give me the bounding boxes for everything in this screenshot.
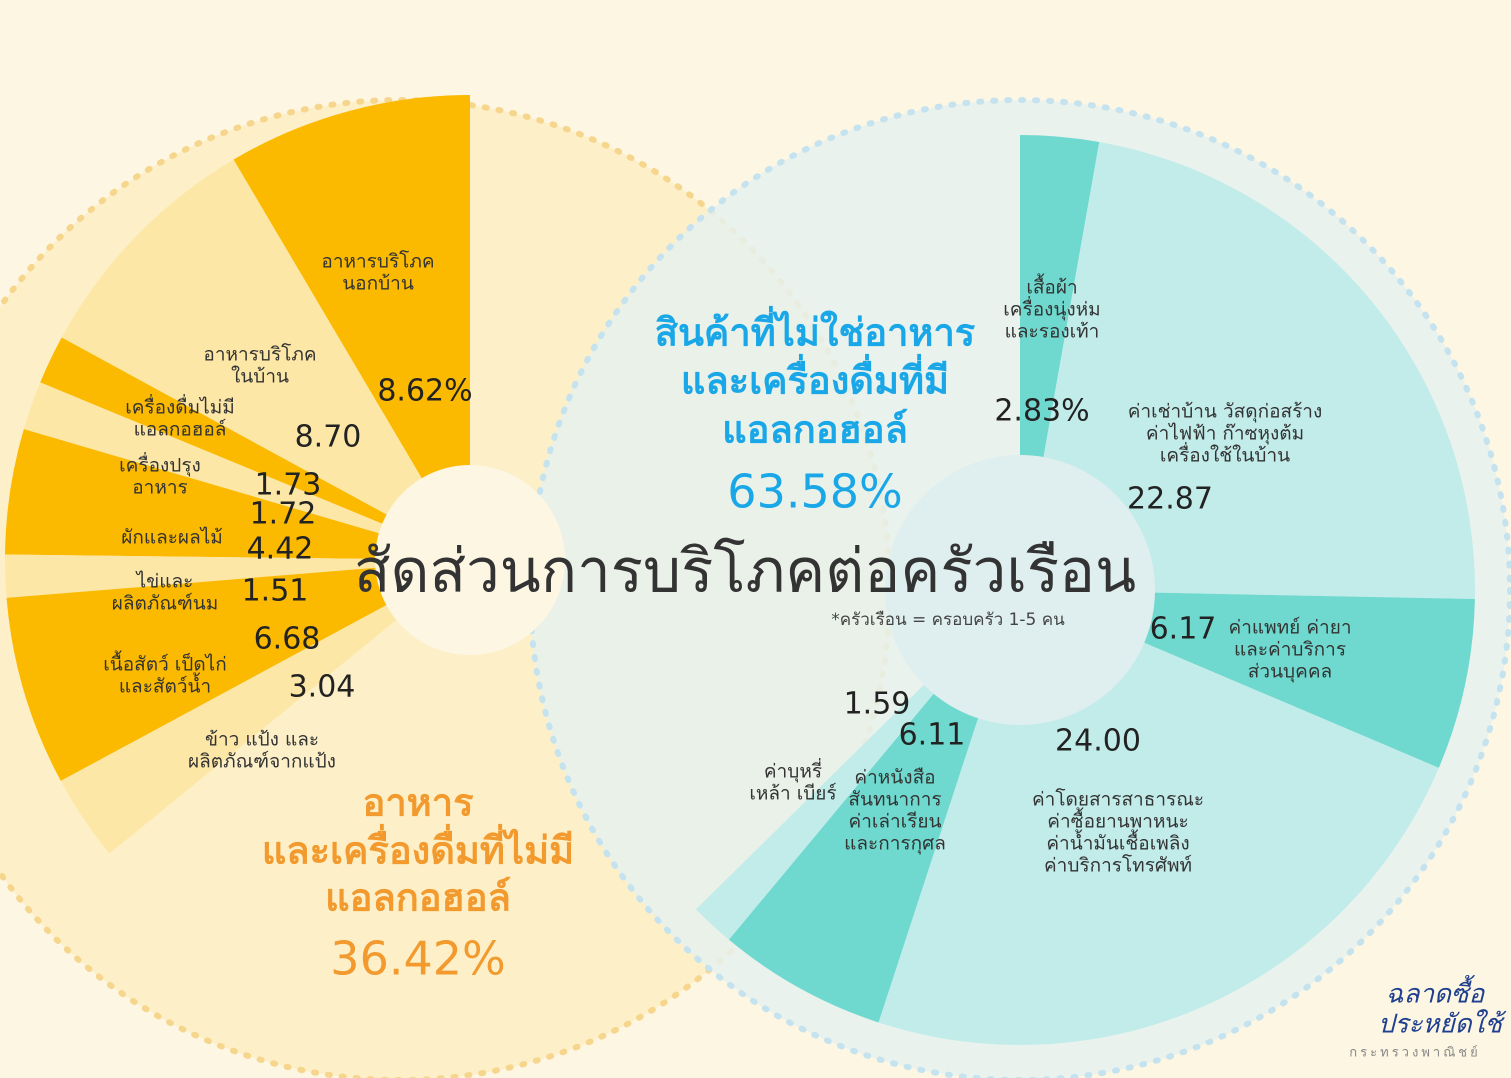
section-title: และเครื่องดื่มที่มี: [681, 354, 949, 403]
category-label: ไข่และ: [135, 571, 194, 593]
category-label: ส่วนบุคคล: [1248, 661, 1332, 684]
category-label: อาหาร: [132, 477, 187, 499]
category-label: นอกบ้าน: [342, 273, 414, 295]
value-label: 1.59: [844, 687, 911, 722]
value-label: 6.68: [254, 622, 321, 657]
category-label: และสัตว์น้ำ: [119, 673, 211, 698]
category-label: เนื้อสัตว์ เป็ดไก่: [103, 651, 227, 676]
section-title: แอลกอฮอล์: [325, 876, 511, 920]
value-label: 24.00: [1055, 724, 1141, 759]
section-title: และเครื่องดื่มที่ไม่มี: [262, 824, 574, 873]
category-label: แอลกอฮอล์: [134, 419, 227, 441]
section-title: อาหาร: [363, 781, 475, 825]
main-title: สัดส่วนการบริโภคต่อครัวเรือน: [354, 537, 1136, 607]
category-label: ข้าว แป้ง และ: [205, 729, 319, 751]
value-label: 8.62%: [377, 374, 472, 409]
category-label: และการกุศล: [844, 833, 946, 856]
section-title: แอลกอฮอล์: [722, 408, 908, 452]
category-label: ผักและผลไม้: [121, 527, 223, 549]
note: *ครัวเรือน = ครอบครัว 1-5 คน: [831, 610, 1065, 630]
value-label: 2.83%: [994, 394, 1089, 429]
category-label: อาหารบริโภค: [203, 343, 316, 366]
category-label: สันทนาการ: [848, 789, 941, 811]
logo-line: ฉลาดซื้อ: [1386, 975, 1486, 1010]
value-label: 6.11: [899, 718, 966, 753]
value-label: 1.72: [250, 497, 317, 532]
category-label: ในบ้าน: [231, 366, 289, 388]
value-label: 3.04: [289, 670, 356, 705]
section-total: 36.42%: [330, 932, 505, 986]
value-label: 22.87: [1127, 482, 1213, 517]
value-label: 1.51: [242, 574, 309, 609]
category-label: ค่าโดยสารสาธารณะ: [1032, 788, 1204, 811]
value-label: 6.17: [1150, 612, 1217, 647]
category-label: เครื่องปรุง: [119, 452, 201, 478]
category-label: เหล้า เบียร์: [749, 783, 836, 805]
category-label: เสื้อผ้า: [1026, 274, 1077, 299]
category-label: ค่าซื้อยานพาหนะ: [1047, 808, 1188, 833]
section-title: สินค้าที่ไม่ใช่อาหาร: [655, 306, 976, 355]
category-label: ผลิตภัณฑ์นม: [112, 593, 219, 615]
category-label: ค่าน้ำมันเชื้อเพลิง: [1046, 830, 1189, 855]
category-label: ค่าบริการโทรศัพท์: [1044, 854, 1192, 877]
category-label: เครื่องนุ่งห่ม: [1003, 296, 1100, 322]
category-label: อาหารบริโภค: [321, 250, 434, 273]
category-label: ผลิตภัณฑ์จากแป้ง: [188, 751, 336, 773]
value-label: 8.70: [295, 420, 362, 455]
logo-line: กระทรวงพาณิชย์: [1349, 1045, 1480, 1061]
category-label: ค่าเช่าบ้าน วัสดุก่อสร้าง: [1128, 401, 1322, 424]
category-label: ค่าหนังสือ: [854, 767, 935, 789]
category-label: เครื่องดื่มไม่มี: [125, 394, 235, 419]
logo-line: ประหยัดใช้: [1378, 1009, 1507, 1040]
section-total: 63.58%: [727, 465, 902, 519]
infographic: 8.62%อาหารบริโภคนอกบ้าน8.70อาหารบริโภคใน…: [0, 0, 1511, 1078]
category-label: ค่าเล่าเรียน: [848, 811, 941, 833]
category-label: ค่าบุหรี่: [764, 758, 822, 784]
category-label: ค่าไฟฟ้า ก๊าซหุงต้ม: [1146, 423, 1304, 446]
category-label: ค่าแพทย์ ค่ายา: [1228, 617, 1351, 639]
value-label: 4.42: [247, 532, 314, 567]
category-label: และค่าบริการ: [1234, 639, 1346, 661]
category-label: และรองเท้า: [1005, 321, 1100, 343]
category-label: เครื่องใช้ในบ้าน: [1160, 442, 1290, 467]
logo: ฉลาดซื้อ ประหยัดใช้ กระทรวงพาณิชย์: [1349, 975, 1507, 1061]
